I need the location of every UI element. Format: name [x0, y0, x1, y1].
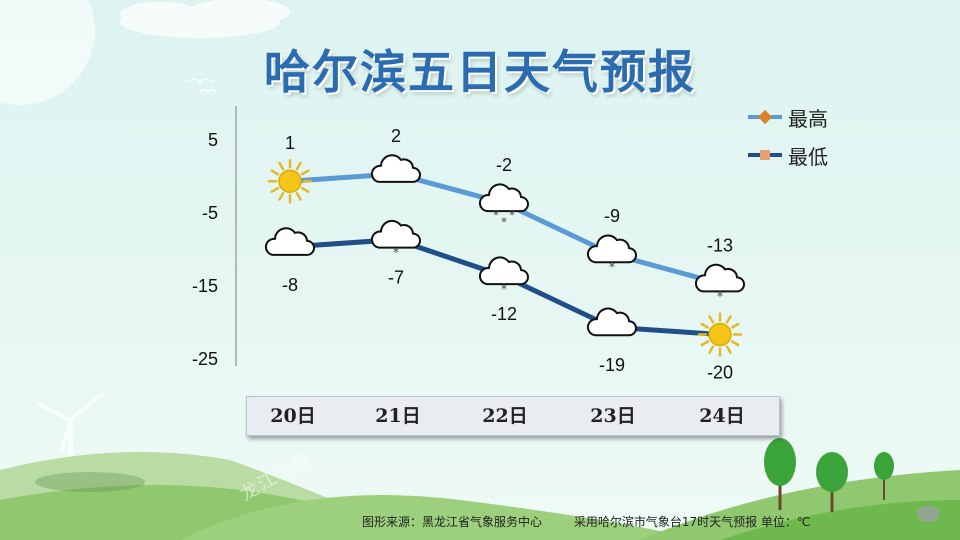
svg-text:*: *: [509, 208, 515, 222]
data-label-high: 1: [285, 133, 295, 153]
y-tick-label: -25: [192, 349, 218, 369]
cloud-decoration: [120, 0, 290, 38]
y-axis-ticks: 5 -5 -15 -25: [192, 130, 218, 369]
weather-icons: * ******: [264, 154, 745, 357]
date-label-24: 24日: [699, 405, 745, 427]
legend-low-swatch: [748, 150, 782, 160]
page-title: 哈尔滨五日天气预报: [264, 45, 696, 99]
snow-icon: * **: [478, 183, 529, 229]
data-label-low: -20: [707, 363, 733, 383]
date-label-23: 23日: [590, 405, 636, 427]
data-label-high: 2: [391, 126, 401, 146]
svg-text:*: *: [609, 260, 615, 274]
date-axis-bar: 20日 21日 22日 23日 24日: [246, 396, 780, 436]
snow-icon: *: [586, 234, 637, 274]
hills-decoration: [0, 452, 960, 540]
data-label-low: -12: [491, 304, 517, 324]
sun-icon: [267, 158, 313, 204]
svg-text:*: *: [717, 289, 723, 303]
legend-label-high: 最高: [788, 106, 828, 131]
cloud-icon: [586, 307, 637, 337]
legend: 最高 最低: [748, 98, 828, 174]
snow-icon: *: [370, 219, 421, 260]
sun-glow-decoration: [0, 0, 95, 105]
snow-icon: *: [694, 263, 745, 303]
cloud-icon: [264, 227, 315, 256]
data-label-high: -13: [707, 235, 733, 255]
svg-text:*: *: [393, 246, 399, 260]
legend-item-low: 最低: [748, 136, 828, 174]
cloud-icon: [370, 154, 421, 183]
date-label-22: 22日: [482, 405, 528, 427]
data-label-low: -19: [599, 355, 625, 375]
y-tick-label: 5: [208, 130, 218, 150]
sun-icon: [697, 312, 743, 357]
footer-source: 图形来源：黑龙江省气象服务中心: [362, 515, 543, 529]
date-label-21: 21日: [375, 405, 421, 427]
footer: 图形来源：黑龙江省气象服务中心 采用哈尔滨市气象台17时天气预报 单位：℃: [362, 513, 838, 530]
svg-text:*: *: [493, 208, 499, 222]
data-label-low: -8: [282, 275, 298, 295]
trees-decoration: [764, 438, 940, 522]
legend-item-high: 最高: [748, 98, 828, 136]
svg-text:*: *: [501, 215, 507, 229]
data-label-high: -9: [604, 206, 620, 226]
y-tick-label: -15: [192, 276, 218, 296]
svg-text:*: *: [501, 282, 507, 296]
data-label-low: -7: [388, 268, 404, 288]
snow-icon: *: [478, 256, 529, 296]
birds-decoration: [187, 78, 217, 94]
data-label-high: -2: [496, 155, 512, 175]
footer-note: 采用哈尔滨市气象台17时天气预报 单位：℃: [573, 515, 811, 529]
legend-label-low: 最低: [788, 144, 828, 169]
legend-high-swatch: [748, 109, 782, 125]
y-tick-label: -5: [202, 203, 218, 223]
data-labels: 1 2 -2 -9 -13 -8 -7 -12 -19 -20: [282, 126, 733, 383]
date-label-20: 20日: [270, 405, 316, 427]
